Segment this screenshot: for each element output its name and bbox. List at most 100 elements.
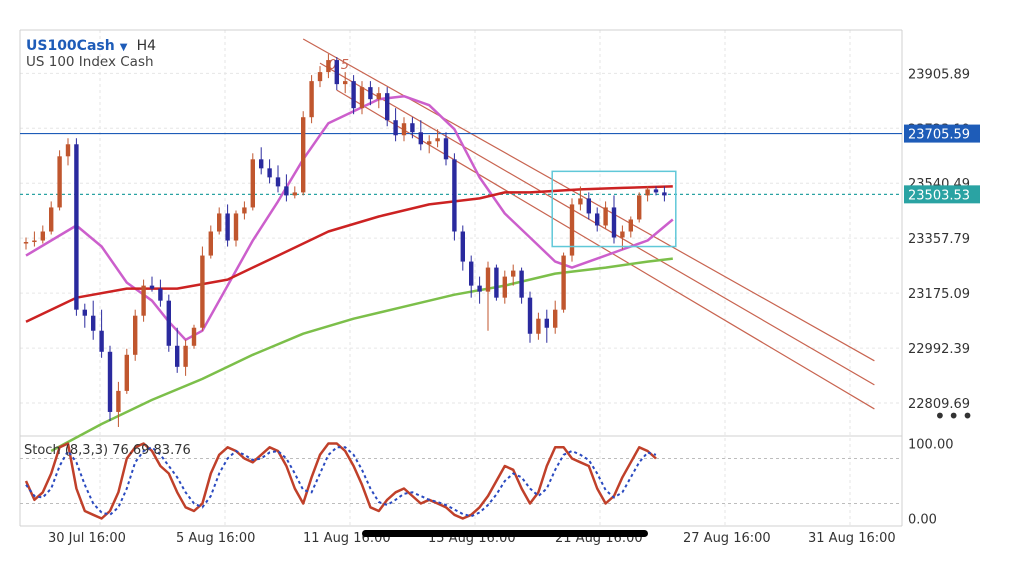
symbol-name[interactable]: US100Cash xyxy=(26,38,115,54)
candle-body xyxy=(359,87,365,109)
price-tick-label: 22992.39 xyxy=(908,342,970,357)
candle-body xyxy=(578,198,583,205)
candle-body xyxy=(452,159,457,232)
candle-body xyxy=(267,168,272,178)
candle-body xyxy=(317,72,323,82)
candle-body xyxy=(427,141,432,145)
candle-body xyxy=(637,195,642,220)
candle-body xyxy=(301,117,306,193)
candle-body xyxy=(141,285,146,316)
candle-body xyxy=(376,93,381,100)
candle-body xyxy=(410,123,415,133)
price-tick-label: 22809.69 xyxy=(908,397,970,412)
channel-lower xyxy=(336,89,875,410)
candle-body xyxy=(485,267,491,292)
candle-body xyxy=(183,345,188,367)
price-tag-bg xyxy=(904,124,980,143)
candle-body xyxy=(65,144,71,157)
candle-body xyxy=(116,390,121,412)
price-tick-label: 23905.89 xyxy=(908,67,970,82)
stoch-d-line xyxy=(25,446,657,518)
time-tick-label: 5 Aug 16:00 xyxy=(176,531,255,546)
time-tick-label: 30 Jul 16:00 xyxy=(48,531,126,546)
candle-body xyxy=(343,81,348,85)
price-tag-bg xyxy=(904,185,980,204)
candle-body xyxy=(74,144,79,310)
candle-body xyxy=(233,213,239,241)
home-indicator[interactable] xyxy=(362,530,648,537)
candle-body xyxy=(511,270,516,277)
candle-body xyxy=(133,315,138,355)
candle-body xyxy=(385,93,390,121)
candle-body xyxy=(502,276,507,298)
candle-body xyxy=(149,285,155,289)
candle-body xyxy=(469,261,474,286)
candle-body xyxy=(107,351,113,412)
candle-body xyxy=(32,240,37,243)
price-tick-label: 23175.09 xyxy=(908,287,970,302)
symbol-description: US 100 Index Cash xyxy=(26,54,154,70)
candle-body xyxy=(460,231,465,262)
candle-body xyxy=(494,267,499,298)
candle-body xyxy=(191,327,197,346)
candle-body xyxy=(628,219,633,232)
candle-body xyxy=(200,255,205,328)
symbol-header[interactable]: US100Cash ▼ H4 xyxy=(26,35,156,54)
price-tick-label: 23357.79 xyxy=(908,232,970,247)
candle-body xyxy=(334,60,339,85)
candle-body xyxy=(91,315,96,331)
candle-body xyxy=(284,186,289,196)
candle-body xyxy=(208,231,213,256)
timeframe-label[interactable]: H4 xyxy=(136,38,157,54)
time-tick-label: 27 Aug 16:00 xyxy=(683,531,771,546)
candle-body xyxy=(292,192,297,196)
highlight-box xyxy=(551,170,677,248)
candle-body xyxy=(225,213,230,241)
candle-body xyxy=(158,288,163,301)
candle-body xyxy=(645,189,650,196)
candle-body xyxy=(418,132,423,145)
candle-body xyxy=(653,189,659,193)
candle-body xyxy=(569,204,575,256)
ma_fast-line xyxy=(25,94,674,342)
ma_slow-line xyxy=(50,257,673,453)
candle-body xyxy=(561,255,566,310)
time-tick-label: 31 Aug 16:00 xyxy=(808,531,896,546)
candle-body xyxy=(553,309,558,328)
candle-body xyxy=(82,309,87,316)
candle-body xyxy=(544,318,549,328)
candle-body xyxy=(99,330,104,352)
candle-body xyxy=(443,138,449,160)
candle-body xyxy=(477,285,482,292)
candle-body xyxy=(275,177,281,187)
candle-body xyxy=(23,242,29,244)
candle-body xyxy=(259,159,264,169)
candle-body xyxy=(49,207,54,232)
candle-body xyxy=(536,318,541,334)
price-tag-label: 23705.59 xyxy=(908,128,970,143)
candle-body xyxy=(435,138,440,142)
candle-body xyxy=(242,207,247,214)
stoch-k-line xyxy=(24,442,657,520)
candle-body xyxy=(57,156,62,208)
candle-body xyxy=(519,270,524,298)
candle-body xyxy=(527,297,533,334)
price-tag-label: 23503.53 xyxy=(908,188,970,203)
candle-body xyxy=(368,87,373,100)
ma_mid-line xyxy=(25,185,673,323)
candle-body xyxy=(309,81,314,118)
more-options-icon[interactable]: ••• xyxy=(934,404,976,428)
stoch-tick-label: 100.00 xyxy=(908,438,954,453)
candle-body xyxy=(611,207,617,238)
candle-body xyxy=(40,231,45,241)
symbol-dropdown-icon[interactable]: ▼ xyxy=(119,42,128,53)
candle-body xyxy=(620,231,625,238)
candle-body xyxy=(662,192,667,196)
candle-body xyxy=(351,81,356,109)
candle-body xyxy=(326,60,331,73)
candle-body xyxy=(175,345,180,367)
candle-body xyxy=(393,120,398,136)
candle-body xyxy=(124,354,129,391)
